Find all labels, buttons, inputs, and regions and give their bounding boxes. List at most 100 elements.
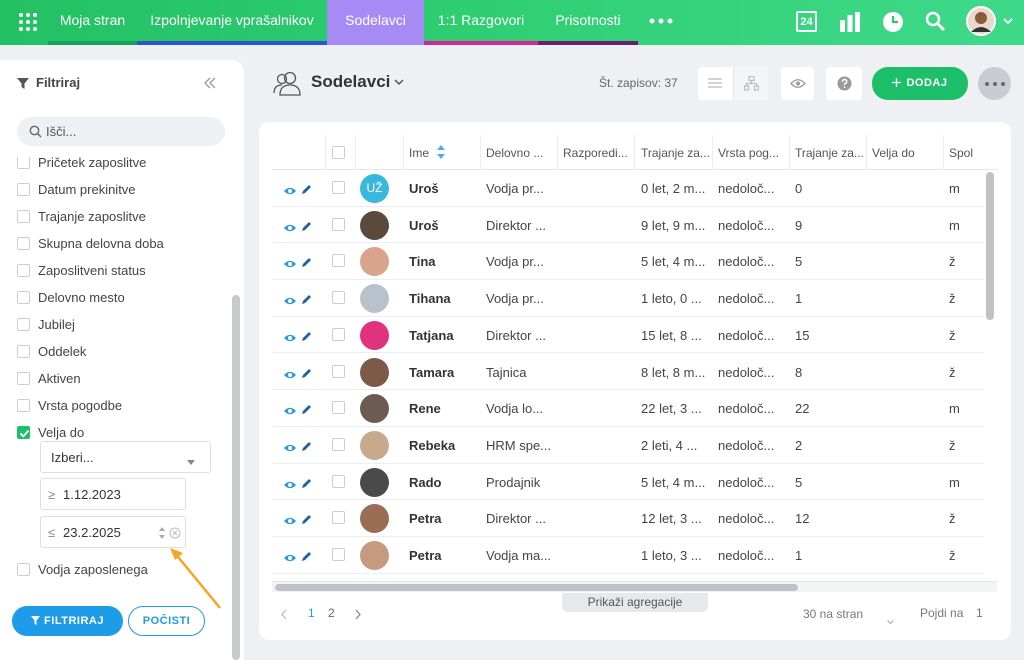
clock-icon[interactable] — [882, 11, 904, 33]
help-button[interactable] — [826, 67, 862, 100]
goto-input[interactable]: 1 — [976, 606, 983, 620]
date-input[interactable]: ≥1.12.2023 — [40, 478, 186, 510]
user-avatar[interactable] — [966, 6, 996, 36]
vertical-scrollbar[interactable] — [986, 172, 994, 320]
column-header[interactable]: Trajanje za... — [795, 146, 864, 160]
more-actions[interactable] — [978, 67, 1011, 100]
table-row[interactable]: Rado Prodajnik 5 let, 4 m... nedoloč... 5 m — [272, 464, 984, 501]
page-number[interactable]: 2 — [328, 606, 335, 620]
filter-checkbox[interactable] — [17, 318, 30, 331]
prev-page[interactable] — [280, 607, 288, 620]
row-checkbox[interactable] — [332, 291, 345, 305]
row-checkbox[interactable] — [332, 254, 345, 268]
search-icon[interactable] — [925, 11, 947, 33]
aggregate-toggle[interactable]: Prikaži agregacije — [562, 593, 708, 612]
edit-icon[interactable] — [301, 402, 312, 415]
view-icon[interactable] — [283, 183, 297, 195]
filter-item[interactable]: Delovno mesto — [17, 289, 217, 307]
row-checkbox[interactable] — [332, 364, 345, 378]
view-icon[interactable] — [283, 513, 297, 525]
row-checkbox[interactable] — [332, 327, 345, 341]
edit-icon[interactable] — [301, 512, 312, 525]
filter-checkbox[interactable] — [17, 345, 30, 358]
chart-icon[interactable] — [839, 12, 861, 32]
table-row[interactable]: Tatjana Direktor ... 15 let, 8 ... nedoloč.… — [272, 317, 984, 354]
nav-item[interactable]: Prisotnosti — [538, 0, 638, 45]
table-row[interactable]: Petra Direktor ... 12 let, 3 ... nedoloč...… — [272, 500, 984, 537]
nav-item[interactable]: Izpolnjevanje vprašalnikov — [137, 0, 327, 45]
edit-icon[interactable] — [301, 366, 312, 378]
filter-item[interactable]: Zaposlitveni status — [17, 262, 217, 280]
filter-item[interactable]: Pričetek zaposlitve — [17, 157, 217, 172]
filter-item[interactable]: Velja do — [17, 424, 217, 442]
column-header[interactable]: Velja do — [872, 146, 915, 160]
list-view[interactable] — [708, 77, 722, 89]
view-icon[interactable] — [283, 440, 297, 452]
apply-filter-button[interactable]: FILTRIRAJ — [12, 606, 123, 636]
table-row[interactable]: Tamara Tajnica 8 let, 8 m... nedoloč... 8 ž — [272, 354, 984, 391]
horizontal-scrollbar[interactable] — [275, 584, 798, 591]
select-all-checkbox[interactable] — [332, 146, 345, 159]
column-header[interactable]: Vrsta pog... — [718, 146, 779, 160]
edit-icon[interactable] — [301, 255, 312, 268]
filter-item[interactable]: Aktiven — [17, 370, 217, 388]
filter-checkbox[interactable] — [17, 426, 30, 439]
next-page[interactable] — [354, 607, 362, 620]
row-checkbox[interactable] — [332, 474, 345, 488]
view-icon[interactable] — [283, 220, 297, 231]
filter-checkbox[interactable] — [17, 183, 30, 196]
sidebar-scrollbar[interactable] — [232, 295, 240, 660]
sort-icon[interactable] — [437, 145, 445, 159]
edit-icon[interactable] — [301, 219, 312, 231]
filter-item[interactable]: Trajanje zaposlitve — [17, 208, 217, 226]
user-menu-chevron[interactable] — [1002, 17, 1014, 27]
column-header[interactable]: Razporedi... — [563, 146, 628, 160]
filter-checkbox[interactable] — [17, 399, 30, 412]
page-size[interactable]: 30 na stran — [803, 607, 864, 621]
table-row[interactable]: Tina Vodja pr... 5 let, 4 m... nedoloč... 5 ž — [272, 243, 984, 281]
view-icon[interactable] — [283, 330, 297, 342]
filter-item[interactable]: Jubilej — [17, 316, 217, 334]
nav-item[interactable]: 1:1 Razgovori — [424, 0, 538, 45]
edit-icon[interactable] — [301, 549, 312, 561]
filter-checkbox[interactable] — [17, 291, 30, 304]
row-checkbox[interactable] — [332, 181, 345, 194]
row-checkbox[interactable] — [332, 437, 345, 451]
apps-icon[interactable] — [18, 12, 38, 32]
column-header[interactable]: Delovno ... — [486, 146, 544, 160]
table-row[interactable]: Uroš Direktor ... 9 let, 9 m... nedoloč... 9… — [272, 207, 984, 244]
filter-item[interactable]: Vrsta pogodbe — [17, 397, 217, 415]
filter-item[interactable]: Skupna delovna doba — [17, 235, 217, 253]
view-icon[interactable] — [283, 477, 297, 488]
row-checkbox[interactable] — [332, 548, 345, 561]
filter-item[interactable]: Oddelek — [17, 343, 217, 361]
filter-checkbox[interactable] — [17, 237, 30, 250]
filter-checkbox[interactable] — [17, 210, 30, 223]
view-icon[interactable] — [283, 550, 297, 562]
table-row[interactable]: Petra Vodja ma... 1 leto, 3 ... nedoloč... 1… — [272, 537, 984, 574]
clear-filter-button[interactable]: POČISTI — [128, 606, 205, 636]
search-box[interactable]: Išči... — [17, 117, 225, 146]
row-checkbox[interactable] — [332, 217, 345, 231]
filter-checkbox[interactable] — [17, 264, 30, 277]
edit-icon[interactable] — [301, 329, 312, 341]
filter-select[interactable]: Izberi... — [40, 441, 211, 473]
date-controls[interactable] — [158, 525, 182, 541]
edit-icon[interactable] — [301, 292, 312, 305]
add-button[interactable]: DODAJ — [872, 67, 968, 100]
visibility-button[interactable] — [781, 67, 814, 100]
nav-item[interactable]: Sodelavci — [327, 0, 424, 45]
filter-item[interactable]: Datum prekinitve — [17, 181, 217, 199]
edit-icon[interactable] — [301, 439, 312, 451]
row-checkbox[interactable] — [332, 401, 345, 415]
view-icon[interactable] — [283, 367, 297, 378]
view-icon[interactable] — [283, 256, 297, 268]
page-size-caret[interactable] — [887, 612, 894, 625]
date-input[interactable]: ≤23.2.2025 — [40, 516, 186, 548]
column-header[interactable]: Trajanje za... — [641, 146, 710, 160]
filter-item[interactable]: Vodja zaposlenega — [17, 561, 217, 579]
row-checkbox[interactable] — [332, 511, 345, 525]
collapse-sidebar[interactable] — [203, 77, 217, 89]
edit-icon[interactable] — [301, 182, 312, 194]
nav-item[interactable]: Moja stran — [48, 0, 137, 45]
